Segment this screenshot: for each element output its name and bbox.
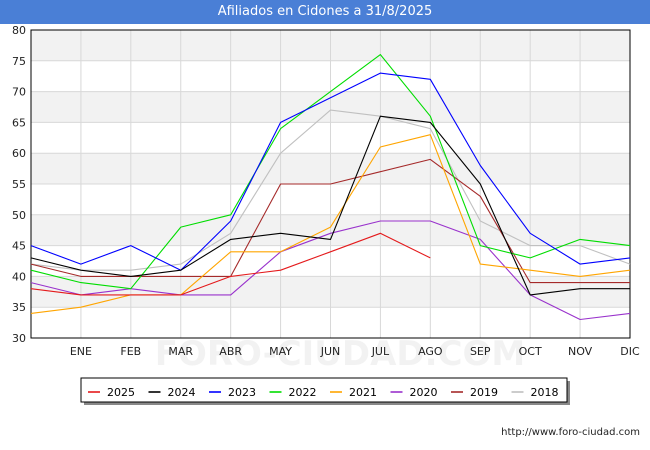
x-tick-label: MAR [168, 345, 193, 358]
x-tick-label: FEB [120, 345, 141, 358]
x-tick-label: MAY [269, 345, 292, 358]
legend-label-2018: 2018 [531, 386, 559, 399]
x-tick-label: ENE [70, 345, 92, 358]
series-line-2018 [30, 109, 631, 271]
y-tick-label: 35 [12, 301, 26, 314]
series-lines [30, 54, 631, 321]
y-tick-label: 40 [12, 270, 26, 283]
x-tick-label: AGO [418, 345, 443, 358]
y-tick-label: 50 [12, 209, 26, 222]
y-tick-label: 65 [12, 116, 26, 129]
x-tick-label: OCT [519, 345, 542, 358]
x-tick-label: DIC [620, 345, 640, 358]
watermark: FORO-CIUDAD.COM [155, 334, 526, 374]
y-tick-label: 60 [12, 147, 26, 160]
legend-label-2022: 2022 [289, 386, 317, 399]
series-line-2024 [30, 115, 630, 296]
x-axis-ticks: ENE FEB MAR ABR MAY JUN JUL AGO SEP OCT NOV DIC [70, 345, 640, 358]
y-tick-label: 80 [12, 24, 26, 37]
legend-label-2021: 2021 [349, 386, 377, 399]
legend-label-2023: 2023 [228, 386, 256, 399]
legend-label-2020: 2020 [410, 386, 438, 399]
x-tick-label: SEP [470, 345, 491, 358]
x-tick-label: NOV [568, 345, 593, 358]
y-tick-label: 55 [12, 178, 26, 191]
y-tick-label: 30 [12, 332, 26, 345]
series-line-2025 [30, 232, 431, 296]
legend-box [80, 377, 568, 403]
legend-label-2019: 2019 [470, 386, 498, 399]
y-tick-label: 75 [12, 55, 26, 68]
y-axis-ticks: 30 35 40 45 50 55 60 65 70 75 80 [12, 24, 26, 345]
x-tick-label: JUL [371, 345, 390, 358]
legend-label-2024: 2024 [168, 386, 196, 399]
plot-frame [30, 29, 631, 339]
y-tick-label: 45 [12, 240, 26, 253]
legend: 2025 2024 2023 2022 2021 2020 2019 2018 [80, 377, 570, 405]
series-line-2022 [30, 54, 631, 290]
x-tick-label: ABR [219, 345, 242, 358]
chart-title: Afiliados en Cidones a 31/8/2025 [0, 0, 650, 24]
series-line-2023 [30, 72, 631, 271]
y-tick-label: 70 [12, 86, 26, 99]
legend-label-2025: 2025 [107, 386, 135, 399]
source-url: http://www.foro-ciudad.com [501, 427, 640, 438]
x-tick-label: JUN [320, 345, 341, 358]
